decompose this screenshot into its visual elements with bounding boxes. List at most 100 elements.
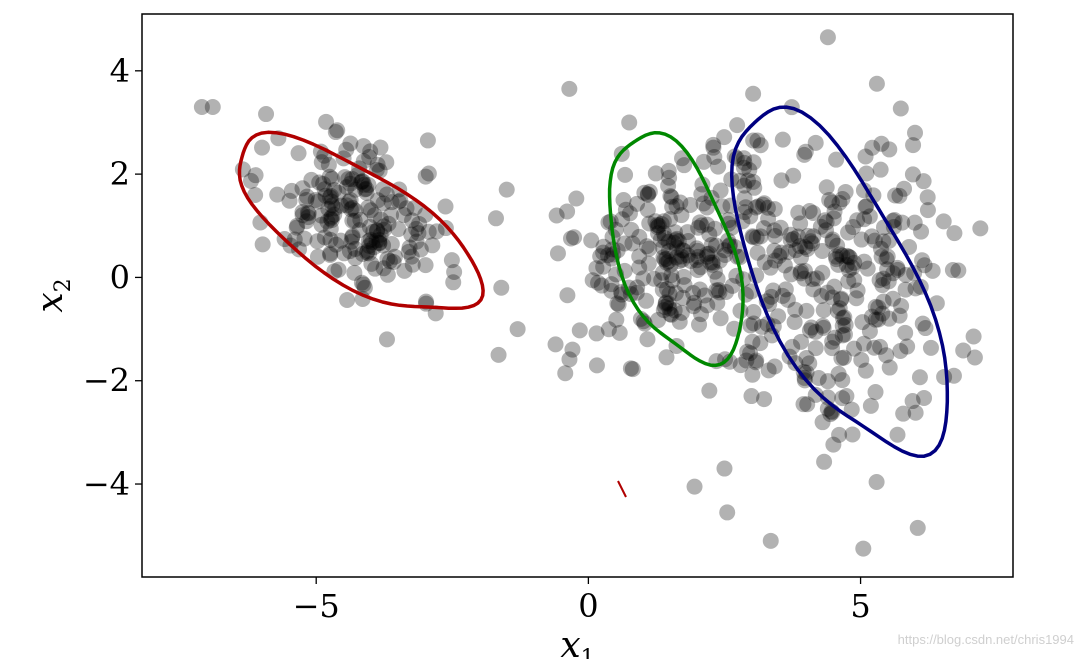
data-point-right xyxy=(861,208,878,225)
data-point-right xyxy=(782,231,799,248)
data-point-middle xyxy=(656,251,673,268)
data-point-right xyxy=(812,218,829,235)
data-point-left xyxy=(375,260,392,277)
data-point-middle xyxy=(588,357,605,374)
data-point-right xyxy=(814,414,831,431)
data-point-middle xyxy=(691,214,708,231)
data-point-right xyxy=(849,212,866,229)
data-point-right xyxy=(785,167,802,184)
data-point-left xyxy=(365,223,382,240)
y-axis-label: x2 xyxy=(30,278,76,312)
data-point-right xyxy=(742,317,759,334)
data-point-middle xyxy=(650,225,667,242)
data-point-left xyxy=(378,154,395,171)
data-point-middle xyxy=(676,157,693,174)
data-point-left xyxy=(379,266,396,283)
data-point-right xyxy=(813,287,830,304)
data-point-right xyxy=(879,248,896,265)
data-point-outlier xyxy=(716,460,733,477)
data-point-middle xyxy=(616,235,633,252)
data-point-middle xyxy=(711,252,728,269)
data-point-left xyxy=(392,192,409,209)
data-point-right xyxy=(904,393,921,410)
data-point-left xyxy=(390,221,407,238)
data-point-left xyxy=(323,208,340,225)
data-point-middle xyxy=(614,211,631,228)
data-point-left xyxy=(320,200,337,217)
data-point-right xyxy=(790,204,807,221)
y-tick-label: 2 xyxy=(110,155,130,193)
x-tick-label: 5 xyxy=(850,587,870,625)
data-point-right xyxy=(899,338,916,355)
data-point-right xyxy=(705,136,722,153)
data-point-right xyxy=(795,396,812,413)
data-point-middle xyxy=(675,268,692,285)
data-point-middle xyxy=(671,313,688,330)
data-point-right xyxy=(756,195,773,212)
data-point-right xyxy=(868,474,885,491)
data-point-right xyxy=(892,343,909,360)
data-point-right xyxy=(692,259,709,276)
data-point-middle xyxy=(622,360,639,377)
data-point-middle xyxy=(739,172,756,189)
data-point-left xyxy=(323,193,340,210)
data-point-middle xyxy=(667,224,684,241)
data-point-right xyxy=(760,362,777,379)
data-point-left xyxy=(385,254,402,271)
data-point-right xyxy=(894,214,911,231)
data-point-left xyxy=(300,205,317,222)
data-point-right xyxy=(857,198,874,215)
data-point-left xyxy=(340,193,357,210)
data-point-middle xyxy=(641,215,658,232)
data-point-left xyxy=(408,233,425,250)
data-point-left xyxy=(311,174,328,191)
data-point-right xyxy=(801,322,818,339)
data-point-middle xyxy=(663,306,680,323)
data-point-right xyxy=(873,135,890,152)
data-point-middle xyxy=(654,281,671,298)
data-point-right xyxy=(682,196,699,213)
data-point-right xyxy=(885,265,902,282)
data-point-middle xyxy=(682,252,699,269)
data-point-right xyxy=(810,370,827,387)
data-point-left xyxy=(417,257,434,274)
data-point-right xyxy=(873,248,890,265)
data-point-left xyxy=(258,106,275,123)
data-point-middle xyxy=(632,310,649,327)
watermark: https://blog.csdn.net/chris1994 xyxy=(897,632,1074,647)
data-point-right xyxy=(866,232,883,249)
data-point-right xyxy=(772,219,789,236)
data-point-middle xyxy=(662,256,679,273)
data-point-middle xyxy=(617,166,634,183)
data-point-left xyxy=(254,139,271,156)
data-point-right xyxy=(878,347,895,364)
data-point-right xyxy=(776,257,793,274)
data-point-right xyxy=(814,264,831,281)
data-point-middle xyxy=(689,242,706,259)
data-point-right xyxy=(881,310,898,327)
data-point-left xyxy=(324,197,341,214)
data-point-left xyxy=(417,168,434,185)
data-point-right xyxy=(828,151,845,168)
data-point-right xyxy=(872,240,889,257)
data-point-right xyxy=(773,244,790,261)
data-point-right xyxy=(786,314,803,331)
data-point-right xyxy=(716,129,733,146)
data-point-right xyxy=(834,390,851,407)
data-point-right xyxy=(897,324,914,341)
data-point-left xyxy=(298,191,315,208)
data-point-right xyxy=(736,154,753,171)
data-point-left xyxy=(296,230,313,247)
data-point-right xyxy=(748,352,765,369)
data-point-right xyxy=(833,350,850,367)
data-point-right xyxy=(846,254,863,271)
data-point-left xyxy=(323,212,340,229)
data-point-right xyxy=(856,253,873,270)
data-point-middle xyxy=(708,237,725,254)
data-point-right xyxy=(824,231,841,248)
data-point-right xyxy=(922,339,939,356)
data-point-right xyxy=(864,139,881,156)
data-point-left xyxy=(322,246,339,263)
data-point-right xyxy=(766,201,783,218)
data-point-middle xyxy=(667,232,684,249)
